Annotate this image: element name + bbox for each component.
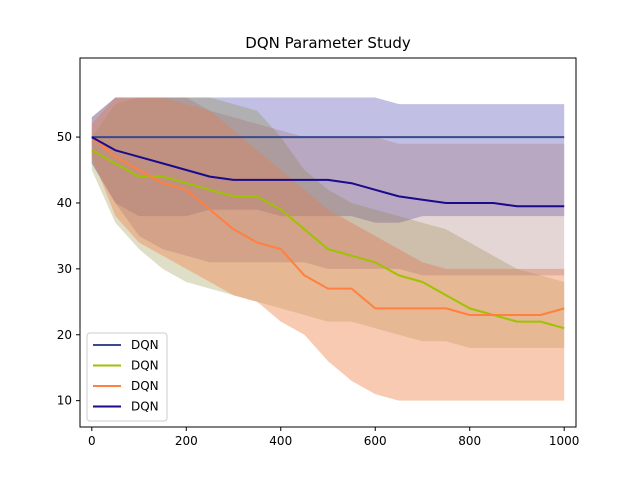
- x-tick-label: 1000: [549, 434, 580, 448]
- x-tick-label: 0: [88, 434, 96, 448]
- chart-title: DQN Parameter Study: [245, 34, 411, 52]
- series-4-band: [91, 97, 565, 276]
- x-tick-label: 600: [364, 434, 387, 448]
- y-tick-label: 40: [57, 196, 72, 210]
- legend-label-2: DQN: [131, 359, 159, 373]
- y-tick-label: 50: [57, 130, 72, 144]
- x-tick-label: 800: [458, 434, 481, 448]
- series-2-line: [91, 149, 565, 330]
- legend-box: [86, 332, 168, 422]
- series-3-line: [91, 136, 565, 316]
- legend-label-3: DQN: [131, 379, 159, 393]
- legend-label-1: DQN: [131, 338, 159, 352]
- axes: 0 200 400 600 800 1000 10 20 30 40 50: [57, 57, 580, 448]
- plot-area: [91, 97, 565, 401]
- y-tick-label: 10: [57, 394, 72, 408]
- legend-label-4: DQN: [131, 400, 159, 414]
- y-tick-label: 30: [57, 262, 72, 276]
- y-tick-label: 20: [57, 328, 72, 342]
- series-2-band: [91, 97, 565, 348]
- legend: DQN DQN DQN DQN: [86, 332, 168, 422]
- series-4-line: [91, 136, 565, 208]
- x-tick-label: 200: [175, 434, 198, 448]
- series-1-band: [91, 97, 565, 223]
- x-tick-label: 400: [269, 434, 292, 448]
- axes-frame: [79, 57, 577, 428]
